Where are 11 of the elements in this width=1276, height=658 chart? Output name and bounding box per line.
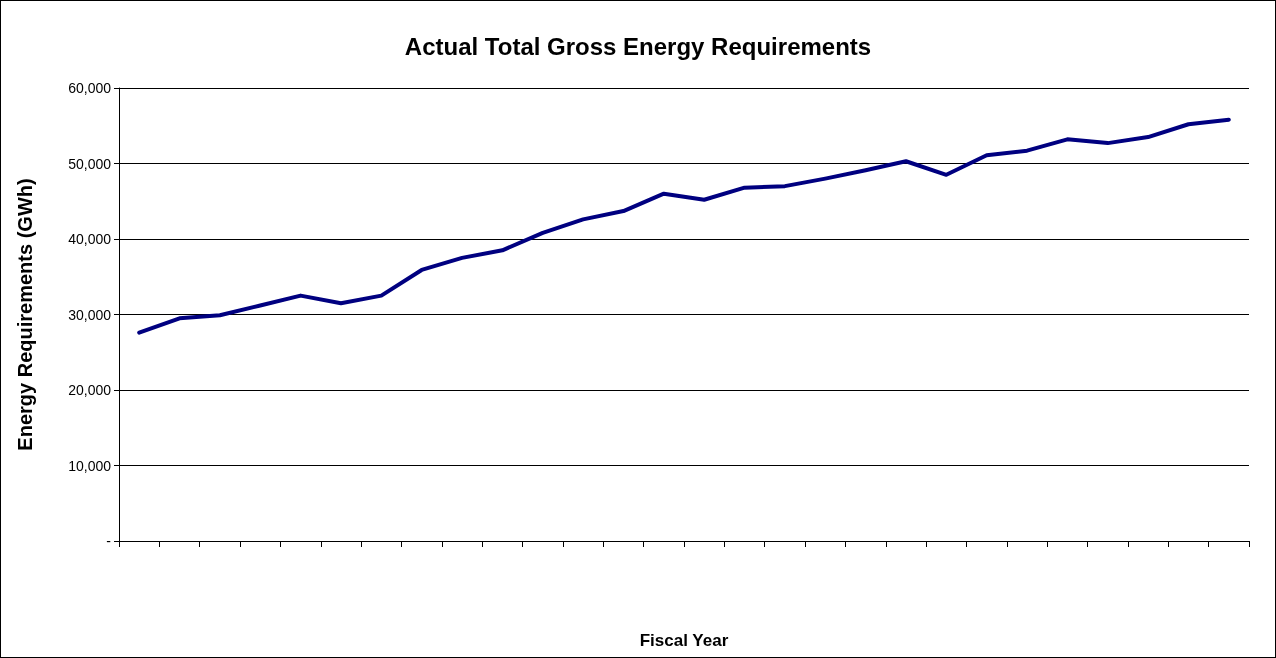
x-axis-title: Fiscal Year <box>639 631 729 650</box>
y-tick-label: 30,000 <box>68 306 112 323</box>
y-tick-label: - <box>106 533 112 549</box>
y-axis-title: Energy Requirements (GWh) <box>14 178 36 451</box>
y-tick-label: 50,000 <box>68 155 112 172</box>
y-tick-label: 10,000 <box>68 457 112 474</box>
y-tick-label: 20,000 <box>68 382 112 398</box>
line-series <box>137 117 1231 335</box>
chart-title: Actual Total Gross Energy Requirements <box>404 32 872 60</box>
y-tick-label: 40,000 <box>68 231 112 247</box>
y-tick-label: 60,000 <box>68 80 112 96</box>
